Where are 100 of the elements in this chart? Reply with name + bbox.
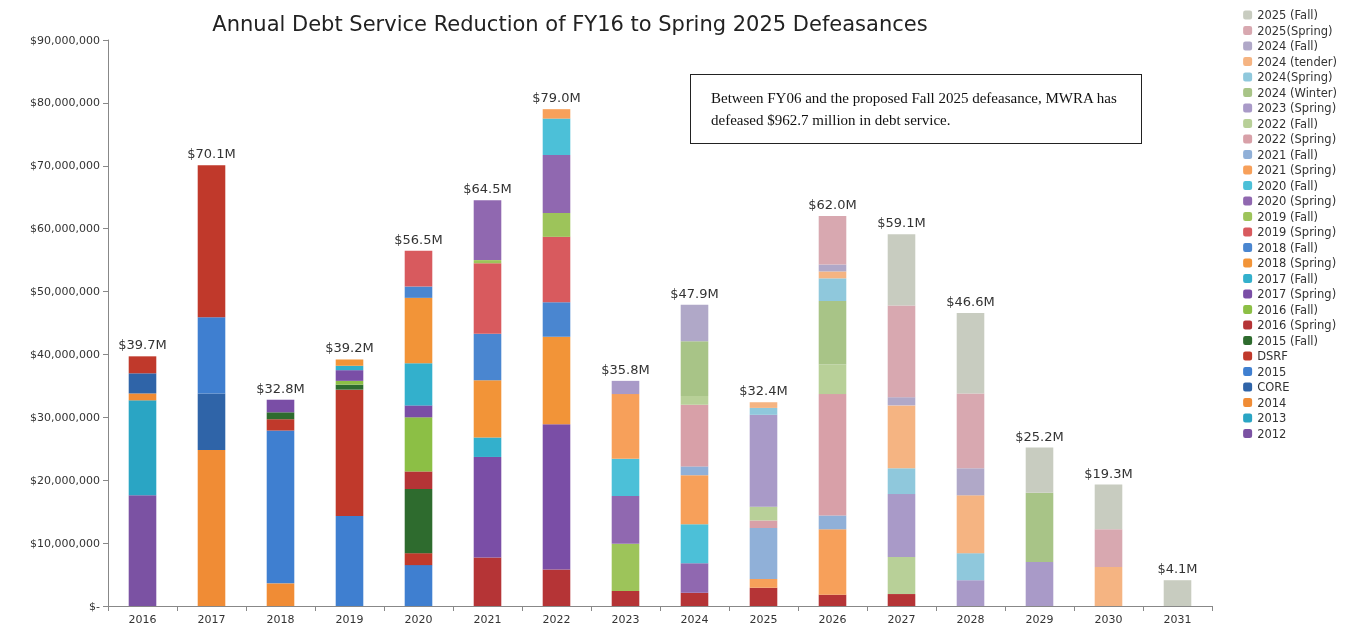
total-label: $59.1M (877, 215, 926, 231)
legend-label: 2019 (Fall) (1257, 209, 1319, 224)
bar (542, 424, 571, 570)
y-tick-label: $40,000,000 (30, 347, 100, 361)
x-tick-label: 2019 (335, 613, 364, 626)
total-label: $35.8M (601, 361, 650, 377)
x-tick-label: 2020 (404, 613, 433, 626)
bar (818, 300, 847, 365)
bar (335, 389, 364, 517)
legend-label: 2019 (Spring) (1257, 225, 1337, 239)
legend-label: 2017 (Fall) (1257, 271, 1319, 286)
bar (1163, 580, 1192, 606)
legend-label: CORE (1257, 380, 1290, 394)
legend-label: 2012 (1257, 426, 1287, 441)
bar (542, 302, 571, 337)
bar (749, 587, 778, 606)
bar (404, 471, 433, 490)
y-tick-label: $- (89, 599, 101, 613)
bar (266, 412, 295, 420)
bar (335, 516, 364, 606)
legend-label: 2021 (Spring) (1257, 163, 1337, 177)
bar (473, 380, 502, 438)
bar (404, 553, 433, 566)
y-tick-label: $90,000,000 (30, 33, 100, 47)
bar (542, 212, 571, 237)
y-tick-label: $50,000,000 (30, 285, 100, 299)
bar (818, 271, 847, 279)
bar (404, 363, 433, 406)
bar (680, 475, 709, 525)
bar (749, 578, 778, 588)
legend-label: 2017 (Spring) (1257, 287, 1337, 301)
bar (611, 394, 640, 459)
y-tick-label: $30,000,000 (30, 410, 100, 424)
x-tick-label: 2018 (266, 613, 295, 626)
bar (887, 234, 916, 306)
bar (680, 404, 709, 467)
bar (1094, 567, 1123, 606)
legend-label: 2018 (Fall) (1257, 240, 1319, 255)
bar (335, 370, 364, 381)
bar (956, 393, 985, 469)
total-label: $64.5M (463, 181, 512, 197)
bar (404, 565, 433, 606)
y-tick-label: $60,000,000 (30, 222, 100, 236)
bar (266, 583, 295, 606)
legend-label: 2016 (Fall) (1257, 302, 1319, 317)
bar (1025, 492, 1054, 562)
legend-label: 2024 (Winter) (1257, 85, 1337, 100)
total-label: $39.7M (118, 337, 167, 353)
x-tick-label: 2029 (1025, 613, 1054, 626)
bar (749, 402, 778, 408)
legend-label: 2015 (Fall) (1257, 333, 1319, 348)
total-label: $25.2M (1015, 428, 1064, 444)
legend-label: DSRF (1257, 349, 1288, 363)
x-tick-label: 2023 (611, 613, 640, 626)
legend-label: 2023 (Spring) (1257, 101, 1337, 115)
total-label: $39.2M (325, 340, 374, 356)
bar (266, 399, 295, 413)
bar (473, 437, 502, 457)
total-label: $19.3M (1084, 465, 1133, 481)
bar (680, 563, 709, 593)
total-label: $56.5M (394, 231, 443, 247)
x-tick-label: 2024 (680, 613, 709, 626)
legend-label: 2018 (Spring) (1257, 256, 1337, 270)
bar (818, 394, 847, 516)
bar (1025, 561, 1054, 606)
x-tick-label: 2016 (128, 613, 157, 626)
bar (128, 400, 157, 496)
bar (197, 450, 226, 606)
bar (818, 364, 847, 395)
bar (266, 419, 295, 431)
bar (887, 494, 916, 557)
x-tick-label: 2027 (887, 613, 916, 626)
legend-label: 2022 (Spring) (1257, 132, 1337, 146)
bar (956, 580, 985, 606)
bar (680, 395, 709, 405)
bar (680, 466, 709, 476)
legend-label: 2016 (Spring) (1257, 318, 1337, 332)
y-tick-label: $80,000,000 (30, 96, 100, 110)
legend-label: 2020 (Spring) (1257, 194, 1337, 208)
bar (818, 594, 847, 606)
y-tick-label: $70,000,000 (30, 159, 100, 173)
bar (749, 520, 778, 529)
bar (887, 405, 916, 469)
x-tick-label: 2021 (473, 613, 502, 626)
bar (611, 495, 640, 544)
bar (404, 286, 433, 298)
bar (887, 594, 916, 606)
bar (197, 393, 226, 451)
bar (887, 556, 916, 595)
bar (404, 417, 433, 472)
bar (335, 380, 364, 385)
total-label: $32.8M (256, 380, 305, 396)
bar (749, 528, 778, 579)
legend-label: 2024(Spring) (1257, 70, 1333, 84)
bar (473, 200, 502, 261)
bar (818, 515, 847, 530)
bar (335, 384, 364, 390)
bar (473, 557, 502, 606)
bar (197, 165, 226, 318)
bar (680, 592, 709, 606)
